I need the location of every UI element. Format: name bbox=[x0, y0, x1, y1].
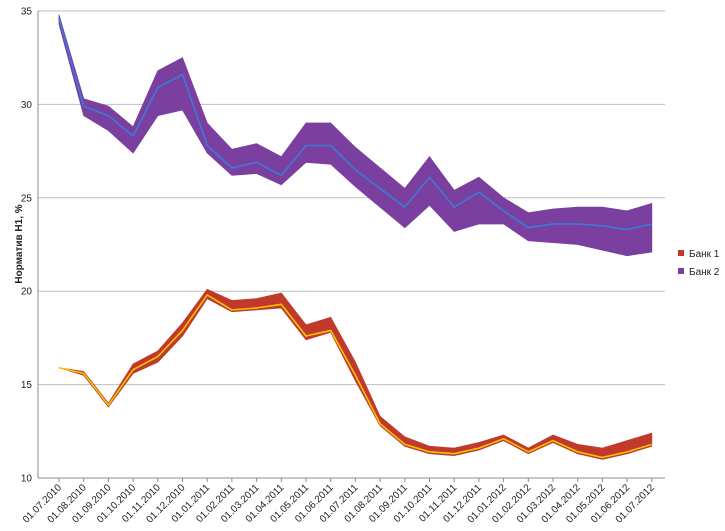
y-tick-label: 35 bbox=[21, 7, 33, 18]
legend-label: Банк 2 bbox=[689, 267, 720, 278]
series-line-1 bbox=[58, 294, 653, 459]
series-line-2 bbox=[58, 18, 652, 231]
y-tick-label: 10 bbox=[21, 474, 33, 485]
gridlines bbox=[38, 10, 665, 386]
legend-label: Банк 1 bbox=[689, 249, 720, 260]
series-layer bbox=[58, 14, 653, 460]
y-tick-label: 30 bbox=[21, 100, 33, 111]
legend-swatch bbox=[678, 250, 684, 256]
axes bbox=[37, 11, 665, 482]
legend-swatch bbox=[678, 268, 684, 274]
y-tick-label: 25 bbox=[21, 193, 33, 204]
series-band-2 bbox=[58, 14, 653, 257]
y-tick-label: 15 bbox=[21, 380, 33, 391]
y-axis-title: Норматив Н1, % bbox=[14, 204, 25, 283]
y-tick-label: 20 bbox=[21, 287, 33, 298]
tick-labels: 10152025303501.07.201001.08.201001.09.20… bbox=[21, 7, 657, 526]
legend: Банк 1 Банк 2 bbox=[678, 249, 720, 278]
